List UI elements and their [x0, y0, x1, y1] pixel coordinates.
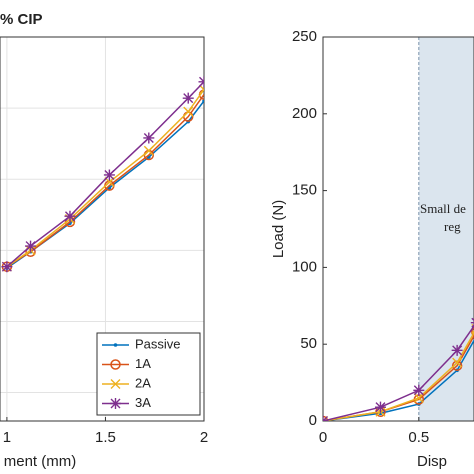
- annotation: reg: [444, 219, 461, 234]
- legend-label: 1A: [135, 356, 151, 371]
- marker: [182, 92, 194, 104]
- legend-marker: [110, 379, 121, 389]
- x-tick-label: 1.5: [95, 429, 116, 446]
- legend-label: 2A: [135, 375, 151, 390]
- marker: [103, 169, 115, 181]
- marker: [199, 84, 204, 95]
- marker: [323, 415, 329, 421]
- marker: [452, 357, 463, 368]
- marker: [25, 240, 37, 252]
- x-tick-label: 1: [3, 429, 11, 446]
- y-tick-label: 250: [292, 28, 317, 45]
- annotation: Small de: [420, 201, 466, 216]
- chart-title: % CIP: [0, 11, 43, 28]
- x-tick-label: 0.5: [408, 429, 429, 446]
- legend-label: Passive: [135, 336, 181, 351]
- plot-frame: [322, 36, 474, 422]
- marker: [183, 106, 194, 117]
- y-tick-label: 0: [309, 412, 317, 429]
- marker: [198, 89, 204, 100]
- x-axis-label: ment (mm): [4, 453, 77, 470]
- legend-marker: [113, 343, 118, 347]
- marker: [1, 261, 13, 273]
- marker: [198, 76, 204, 88]
- series-line: [6, 94, 204, 268]
- y-tick-label: 50: [300, 335, 317, 352]
- legend-label: 3A: [135, 395, 151, 410]
- marker: [143, 132, 155, 144]
- marker: [143, 145, 154, 156]
- legend-marker: [110, 398, 121, 409]
- series-group: [323, 317, 474, 421]
- marker: [374, 401, 386, 413]
- x-axis-label: Disp: [417, 453, 447, 470]
- marker: [451, 344, 463, 356]
- series-group: [1, 76, 204, 273]
- y-axis-label: Load (N): [270, 200, 287, 258]
- marker: [413, 384, 425, 396]
- y-tick-label: 100: [292, 258, 317, 275]
- y-tick-label: 150: [292, 182, 317, 199]
- legend-marker: [110, 359, 121, 370]
- marker: [64, 210, 76, 222]
- marker: [413, 392, 424, 403]
- marker: [471, 327, 474, 337]
- y-tick-label: 200: [292, 105, 317, 122]
- plot-frame: [0, 36, 205, 422]
- marker: [202, 99, 204, 103]
- x-tick-label: 0: [319, 429, 327, 446]
- x-tick-label: 2: [200, 429, 208, 446]
